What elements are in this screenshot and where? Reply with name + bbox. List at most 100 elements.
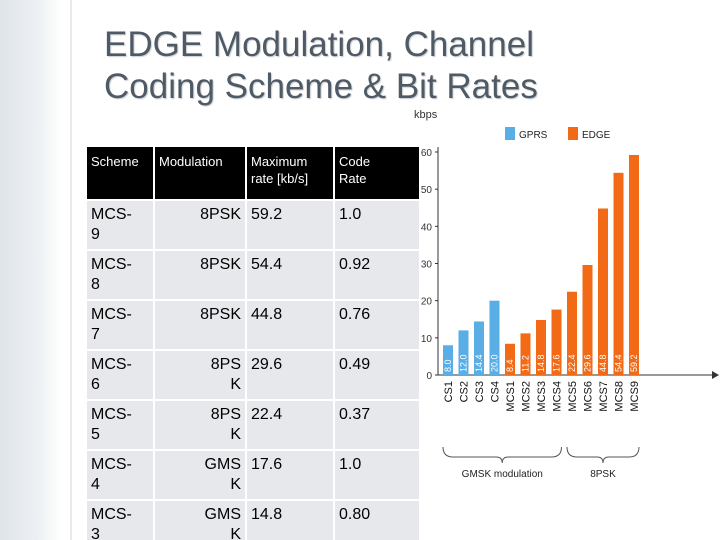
y-tick-label: 10	[421, 334, 433, 345]
bar-value-label: 54.4	[614, 354, 624, 372]
y-tick-label: 40	[421, 222, 433, 233]
cell-code-rate: 0.49	[335, 351, 419, 399]
x-tick-label-mcs3: MCS3	[536, 381, 548, 412]
bar-mcs2	[520, 333, 531, 375]
table-row: MCS- 5 8PS K 22.4 0.37	[87, 401, 419, 449]
table-row: MCS- 4 GMS K 17.6 1.0	[87, 451, 419, 499]
cell-scheme: MCS- 5	[87, 401, 153, 449]
cell-code-rate: 0.37	[335, 401, 419, 449]
cell-max-rate: 14.8	[247, 501, 333, 540]
bar-value-label: 20.0	[490, 354, 500, 372]
left-decor-line	[70, 0, 72, 540]
bitrate-chart: kbps GPRS EDGE 0 10 20 30 40 50 60 8.0 CS1 12.0 CS2 14…	[410, 105, 720, 485]
y-tick-label: 50	[421, 185, 433, 196]
cell-modulation: GMS K	[155, 451, 245, 499]
bar-mcs3	[536, 319, 546, 375]
bar-mcs4	[551, 309, 562, 375]
legend-label-edge: EDGE	[582, 130, 611, 141]
bar-mcs8	[613, 172, 624, 375]
legend-label-gprs: GPRS	[519, 130, 548, 141]
table-row: MCS- 8 8PSK 54.4 0.92	[87, 251, 419, 299]
y-tick-label: 60	[421, 148, 433, 159]
x-tick-label-cs3: CS3	[474, 381, 486, 402]
cell-modulation: 8PSK	[155, 251, 245, 299]
cell-code-rate: 0.80	[335, 501, 419, 540]
bar-mcs7	[598, 208, 608, 375]
cell-code-rate: 1.0	[335, 451, 419, 499]
bar-cs1	[443, 345, 453, 375]
x-tick-label-mcs8: MCS8	[614, 381, 626, 412]
group-brace-gmsk	[442, 446, 562, 464]
cell-scheme: MCS- 4	[87, 451, 153, 499]
slide-title: EDGE Modulation, Channel Coding Scheme &…	[104, 24, 664, 108]
cell-modulation: 8PSK	[155, 301, 245, 349]
x-tick-label-mcs4: MCS4	[552, 381, 564, 412]
x-tick-label-cs4: CS4	[490, 381, 502, 402]
cell-modulation: 8PS K	[155, 351, 245, 399]
cell-max-rate: 59.2	[247, 201, 333, 249]
x-tick-label-cs2: CS2	[459, 381, 471, 402]
bar-value-label: 44.8	[598, 354, 608, 372]
table-row: MCS- 9 8PSK 59.2 1.0	[87, 201, 419, 249]
cell-max-rate: 44.8	[247, 301, 333, 349]
x-tick-label-mcs9: MCS9	[629, 381, 641, 412]
bar-value-label: 12.0	[459, 354, 469, 372]
bar-mcs6	[582, 264, 593, 375]
bar-cs4	[489, 300, 500, 375]
cell-modulation: GMS K	[155, 501, 245, 540]
x-tick-label-mcs2: MCS2	[521, 381, 533, 412]
table-header-row: Scheme Modulation Maximum rate [kb/s] Co…	[87, 147, 419, 199]
cell-scheme: MCS- 6	[87, 351, 153, 399]
cell-code-rate: 1.0	[335, 201, 419, 249]
x-tick-label-mcs5: MCS5	[567, 381, 579, 412]
cell-modulation: 8PSK	[155, 201, 245, 249]
header-modulation: Modulation	[155, 147, 245, 199]
table-row: MCS- 6 8PS K 29.6 0.49	[87, 351, 419, 399]
bar-cs3	[474, 321, 484, 375]
title-line-1: EDGE Modulation, Channel	[104, 25, 534, 64]
cell-scheme: MCS- 7	[87, 301, 153, 349]
bar-mcs5	[567, 291, 577, 375]
bar-cs2	[458, 330, 469, 375]
group-label-gmsk: GMSK modulation	[462, 469, 543, 480]
title-line-2: Coding Scheme & Bit Rates	[104, 67, 538, 106]
cell-scheme: MCS- 9	[87, 201, 153, 249]
header-code-rate: Code Rate	[335, 147, 419, 199]
bar-value-label: 14.8	[536, 354, 546, 372]
table-row: MCS- 3 GMS K 14.8 0.80	[87, 501, 419, 540]
bar-mcs9	[629, 154, 639, 375]
bar-mcs1	[505, 343, 515, 375]
bar-value-label: 8.0	[443, 359, 453, 372]
x-tick-label-mcs6: MCS6	[583, 381, 595, 412]
bar-value-label: 17.6	[552, 354, 562, 372]
cell-max-rate: 29.6	[247, 351, 333, 399]
x-tick-label-mcs7: MCS7	[598, 381, 610, 412]
cell-code-rate: 0.92	[335, 251, 419, 299]
legend-swatch-gprs	[505, 127, 515, 140]
bar-value-label: 8.4	[505, 359, 515, 372]
bar-value-label: 14.4	[474, 354, 484, 372]
cell-modulation: 8PS K	[155, 401, 245, 449]
cell-max-rate: 17.6	[247, 451, 333, 499]
header-scheme: Scheme	[87, 147, 153, 199]
legend-swatch-edge	[568, 127, 578, 140]
cell-code-rate: 0.76	[335, 301, 419, 349]
bar-value-label: 11.2	[521, 355, 531, 372]
y-tick-label: 30	[421, 260, 433, 271]
y-tick-label: 20	[421, 297, 433, 308]
x-tick-label-cs1: CS1	[443, 381, 455, 402]
x-tick-label-mcs1: MCS1	[505, 381, 517, 412]
x-axis-arrow	[712, 371, 719, 379]
group-label-8psk: 8PSK	[590, 469, 616, 480]
bar-value-label: 22.4	[567, 354, 577, 372]
group-brace-8psk	[566, 446, 640, 464]
cell-max-rate: 54.4	[247, 251, 333, 299]
header-max-rate: Maximum rate [kb/s]	[247, 147, 333, 199]
bar-value-label: 59.2	[629, 354, 639, 372]
scheme-table: Scheme Modulation Maximum rate [kb/s] Co…	[85, 145, 421, 540]
cell-max-rate: 22.4	[247, 401, 333, 449]
cell-scheme: MCS- 3	[87, 501, 153, 540]
table-row: MCS- 7 8PSK 44.8 0.76	[87, 301, 419, 349]
bar-value-label: 29.6	[583, 354, 593, 372]
